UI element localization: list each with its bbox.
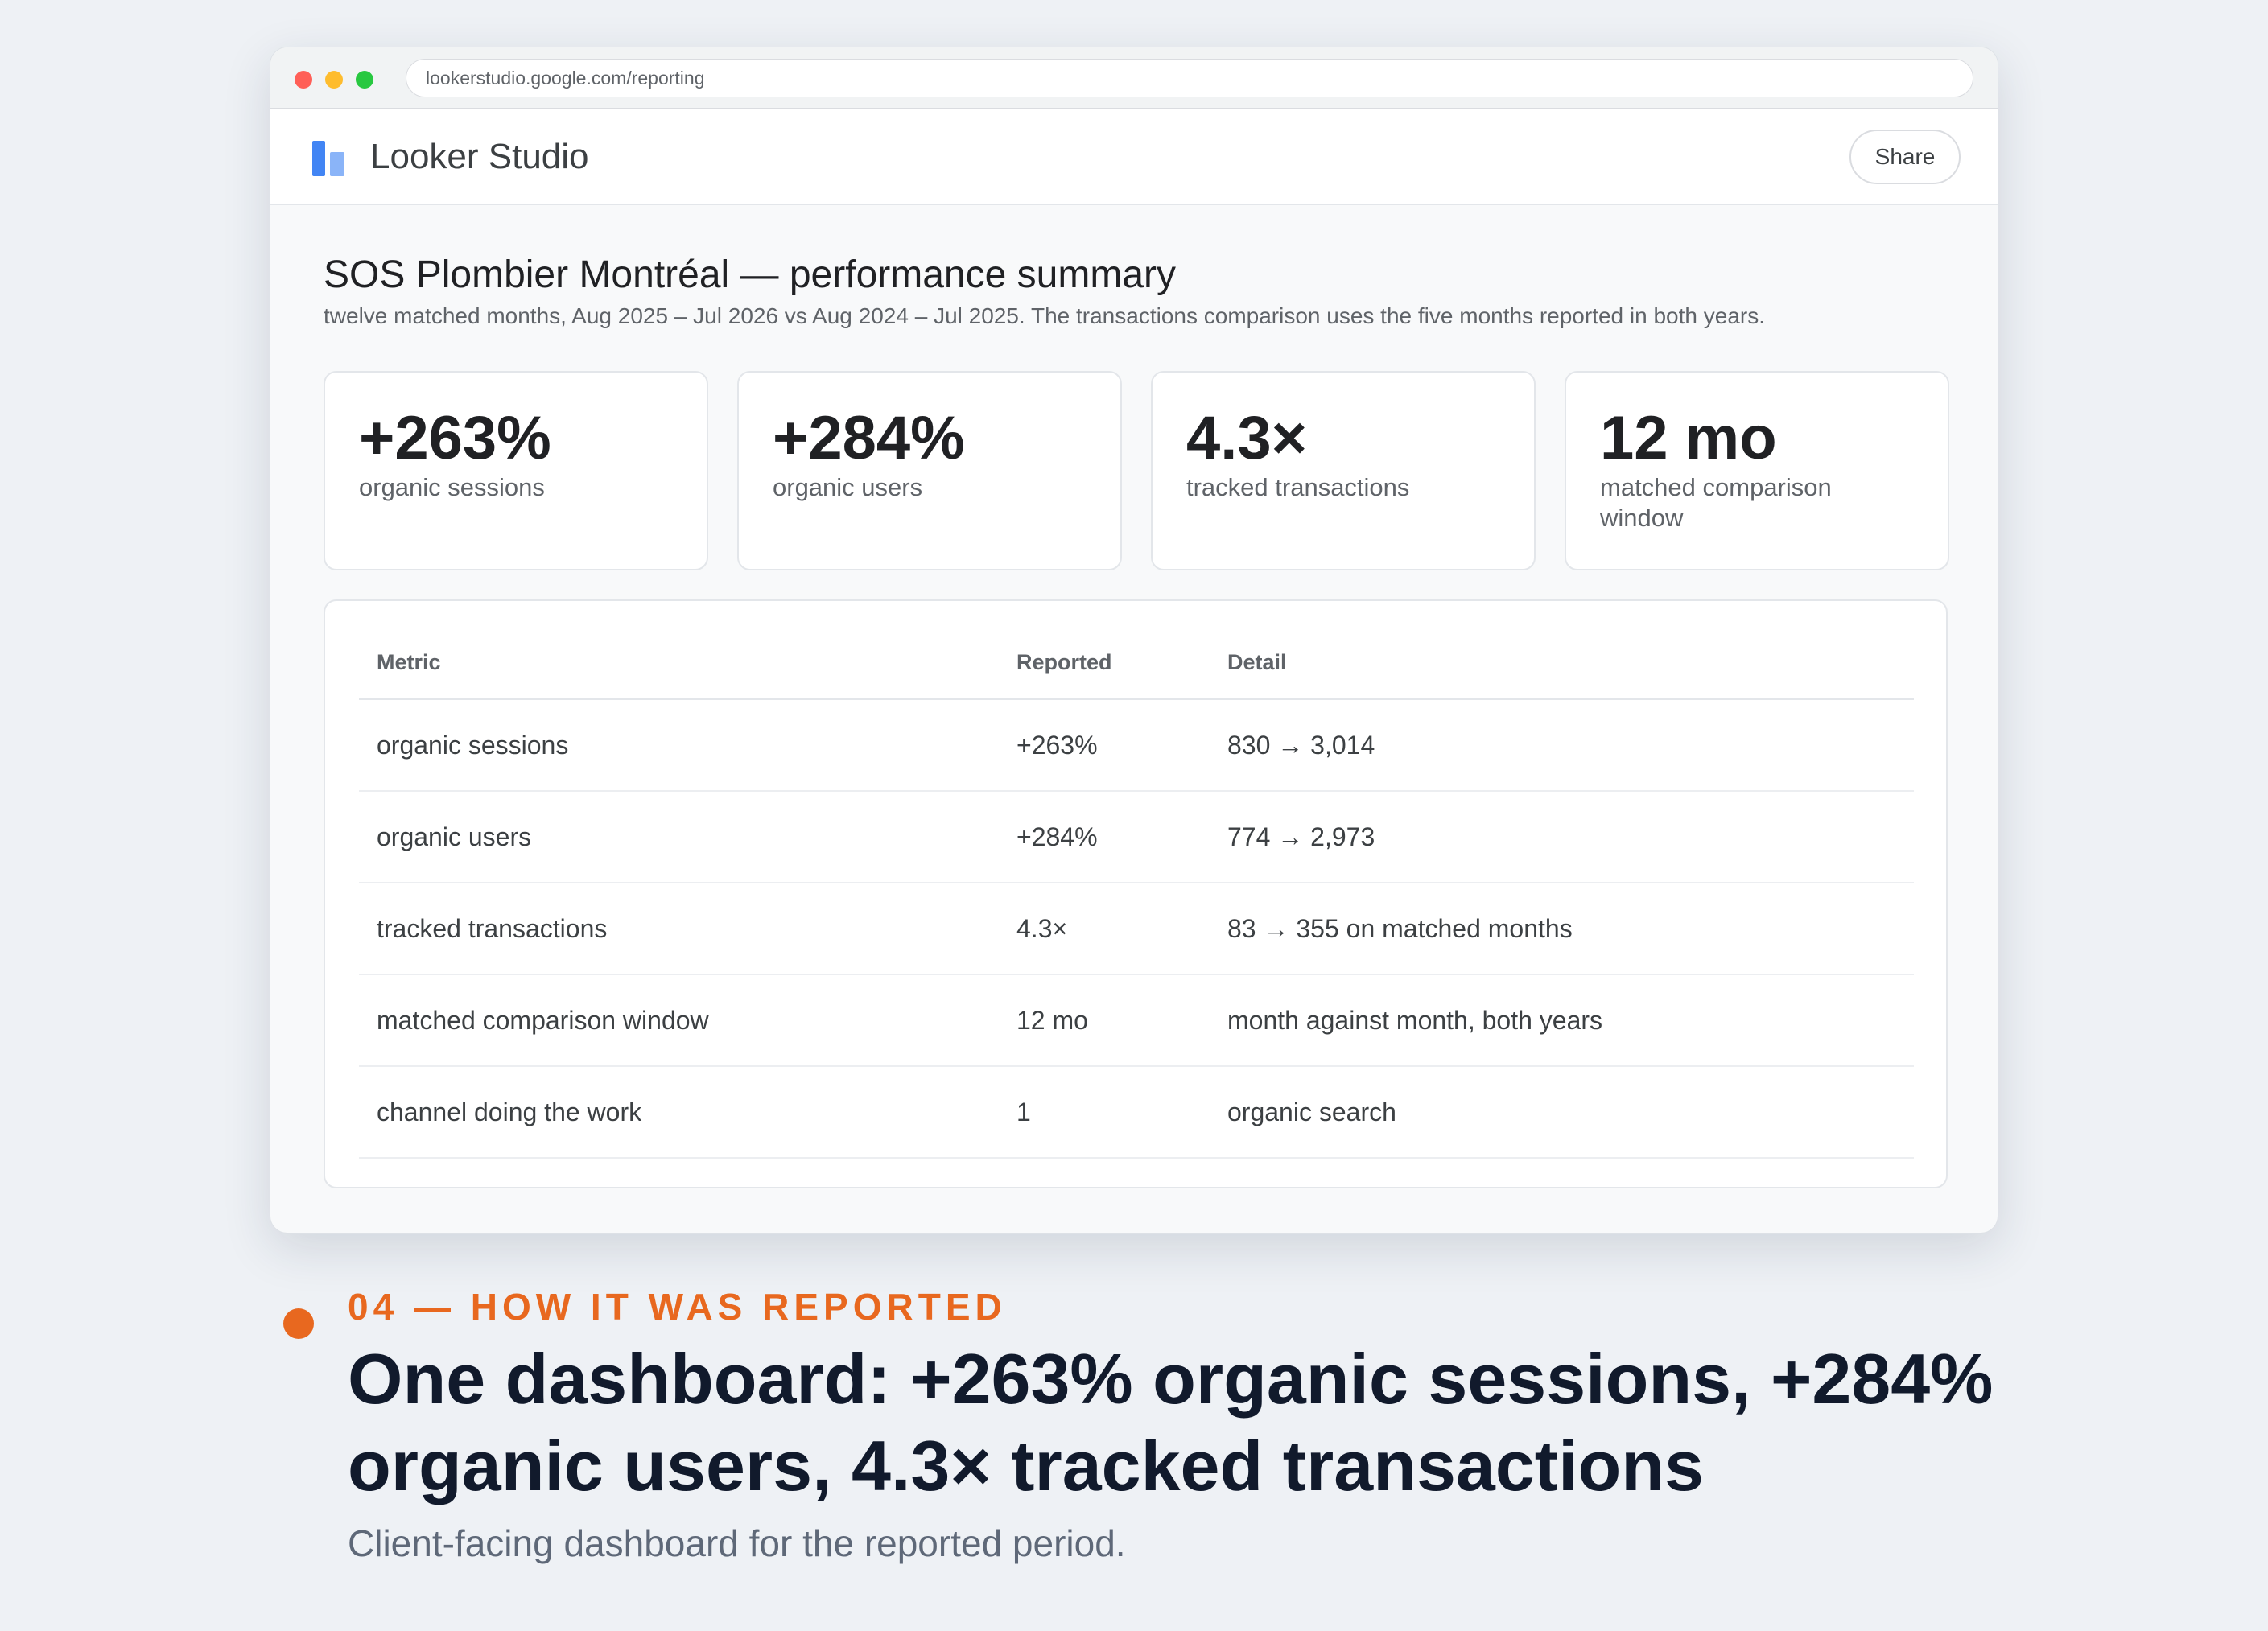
column-header-detail: Detail [1210,627,1914,700]
section-bullet [283,1308,314,1339]
cell-reported: +284% [999,791,1210,883]
window-close-button[interactable] [295,71,312,89]
report-title: SOS Plombier Montréal — performance summ… [324,253,1176,296]
cell-metric: channel doing the work [359,1066,999,1159]
section-eyebrow: 04 — HOW IT WAS REPORTED [348,1286,1007,1328]
column-header-metric: Metric [359,627,999,700]
section-caption: Client-facing dashboard for the reported… [348,1522,1126,1564]
report-subtitle: twelve matched months, Aug 2025 – Jul 20… [324,303,1766,328]
cell-reported: +263% [999,699,1210,792]
table-row: channel doing the work 1 organic search [359,1066,1914,1159]
kpi-card: +263% organic sessions [324,371,708,570]
kpi-value: 4.3× [1186,404,1308,472]
cell-reported: 4.3× [999,883,1210,975]
kpi-value: 12 mo [1600,404,1777,472]
looker-studio-logo-icon [312,141,344,176]
metrics-table: Metric Reported Detail organic sessions … [359,627,1914,1159]
cell-metric: organic sessions [359,699,999,792]
app-header: Looker Studio Share [270,109,1998,205]
share-button[interactable]: Share [1849,130,1961,184]
cell-metric: tracked transactions [359,883,999,975]
app-name: Looker Studio [370,137,589,176]
kpi-label: matched comparison window [1600,473,1832,532]
kpi-label: tracked transactions [1186,473,1410,501]
cell-metric: organic users [359,791,999,883]
kpi-value: +284% [773,404,965,472]
table-row: organic sessions +263% 830 → 3,014 [359,699,1914,792]
cell-detail: organic search [1210,1066,1914,1159]
kpi-card: 4.3× tracked transactions [1151,371,1536,570]
kpi-card: 12 mo matched comparison window [1565,371,1949,570]
kpi-row: +263% organic sessions +284% organic use… [324,371,1949,570]
table-row: matched comparison window 12 mo month ag… [359,974,1914,1067]
column-header-reported: Reported [999,627,1210,700]
cell-metric: matched comparison window [359,974,999,1067]
browser-chrome: lookerstudio.google.com/reporting [270,47,1998,109]
cell-detail: 830 → 3,014 [1210,699,1914,792]
metrics-table-card: Metric Reported Detail organic sessions … [324,599,1948,1188]
cell-reported: 12 mo [999,974,1210,1067]
window-maximize-button[interactable] [356,71,373,89]
cell-detail: month against month, both years [1210,974,1914,1067]
section-headline: One dashboard: +263% organic sessions, +… [348,1339,1994,1505]
table-row: organic users +284% 774 → 2,973 [359,791,1914,883]
cell-reported: 1 [999,1066,1210,1159]
cell-detail: 83 → 355 on matched months [1210,883,1914,975]
cell-detail: 774 → 2,973 [1210,791,1914,883]
kpi-card: +284% organic users [737,371,1122,570]
window-minimize-button[interactable] [325,71,343,89]
kpi-value: +263% [359,404,551,472]
kpi-label: organic users [773,473,923,501]
table-row: tracked transactions 4.3× 83 → 355 on ma… [359,883,1914,975]
table-header-row: Metric Reported Detail [359,627,1914,700]
kpi-label: organic sessions [359,473,545,501]
browser-window: lookerstudio.google.com/reporting Looker… [270,47,1998,1234]
address-bar[interactable]: lookerstudio.google.com/reporting [406,59,1973,97]
